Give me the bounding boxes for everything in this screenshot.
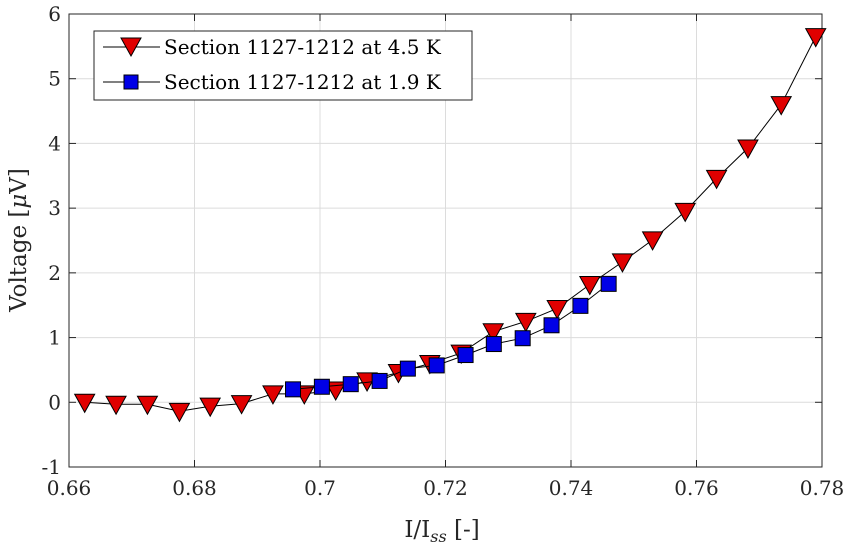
triangle-point-23 [804, 28, 827, 48]
x-axis-title-unit: [-] [447, 517, 480, 543]
y-tick-label-2: 1 [48, 326, 61, 350]
triangle-point-22 [770, 96, 793, 116]
triangle-point-16 [578, 276, 601, 296]
tick-labels: 0.66 0.68 0.7 0.72 0.74 0.76 0.78 -1 0 1 2 3 4 5 6 [42, 2, 845, 500]
triangle-point-2 [136, 395, 159, 416]
y-tick-label-5: 4 [48, 131, 61, 155]
square-point-11 [600, 275, 617, 292]
triangle-point-15 [546, 299, 569, 320]
triangle-point-4 [199, 397, 222, 418]
square-point-2 [342, 376, 359, 393]
y-axis-title-mu: μ [6, 194, 32, 209]
y-tick-label-4: 3 [48, 196, 61, 220]
square-point-10 [572, 297, 589, 314]
legend-label-4-5k: Section 1127-1212 at 4.5 K [164, 35, 442, 59]
y-axis-title: Voltage [μV] [6, 168, 32, 313]
x-tick-label-5: 0.76 [674, 476, 719, 500]
y-tick-label-3: 2 [48, 261, 61, 285]
y-axis-title-main: Voltage [ [6, 209, 32, 313]
y-axis-title-unit: V] [6, 168, 32, 195]
y-tick-label-1: 0 [48, 390, 61, 414]
x-axis-title: I/Iss [-] [404, 517, 479, 546]
triangle-point-3 [168, 402, 191, 423]
x-tick-label-2: 0.7 [304, 476, 336, 500]
legend-entry-1-9k: Section 1127-1212 at 1.9 K [103, 70, 442, 94]
triangle-point-20 [705, 169, 728, 190]
triangle-point-13 [482, 323, 505, 343]
triangle-point-21 [737, 139, 759, 159]
triangle-point-0 [73, 393, 96, 414]
series-layer [73, 28, 827, 423]
square-point-8 [514, 330, 531, 347]
legend: Section 1127-1212 at 4.5 K Section 1127-… [93, 30, 473, 101]
triangle-point-19 [674, 202, 697, 223]
square-point-3 [371, 372, 388, 389]
x-axis-title-main: I/I [404, 517, 430, 543]
y-tick-label-6: 5 [48, 67, 61, 91]
square-point-5 [428, 357, 445, 374]
triangle-point-18 [641, 231, 664, 251]
square-point-0 [285, 381, 302, 398]
triangle-point-14 [514, 312, 537, 333]
square-point-7 [485, 336, 502, 353]
x-tick-label-4: 0.74 [549, 476, 594, 500]
x-tick-label-3: 0.72 [423, 476, 468, 500]
triangle-point-6 [262, 385, 284, 405]
x-tick-label-0: 0.66 [47, 476, 92, 500]
square-point-1 [313, 378, 330, 395]
triangle-point-17 [611, 253, 634, 273]
legend-marker-triangle [120, 37, 142, 58]
x-axis-title-subscript: ss [430, 527, 446, 546]
legend-marker-square [123, 74, 139, 90]
triangle-point-5 [230, 395, 253, 415]
legend-box [93, 30, 473, 101]
triangle-point-1 [105, 395, 127, 416]
x-tick-label-1: 0.68 [172, 476, 217, 500]
square-point-6 [457, 347, 474, 364]
legend-entry-4-5k: Section 1127-1212 at 4.5 K [103, 35, 442, 59]
y-tick-label-0: -1 [42, 455, 61, 479]
y-tick-label-7: 6 [48, 2, 61, 26]
x-tick-label-6: 0.78 [800, 476, 845, 500]
square-point-9 [543, 317, 560, 334]
square-point-4 [399, 360, 416, 377]
axes [68, 13, 823, 468]
legend-label-1-9k: Section 1127-1212 at 1.9 K [164, 70, 442, 94]
